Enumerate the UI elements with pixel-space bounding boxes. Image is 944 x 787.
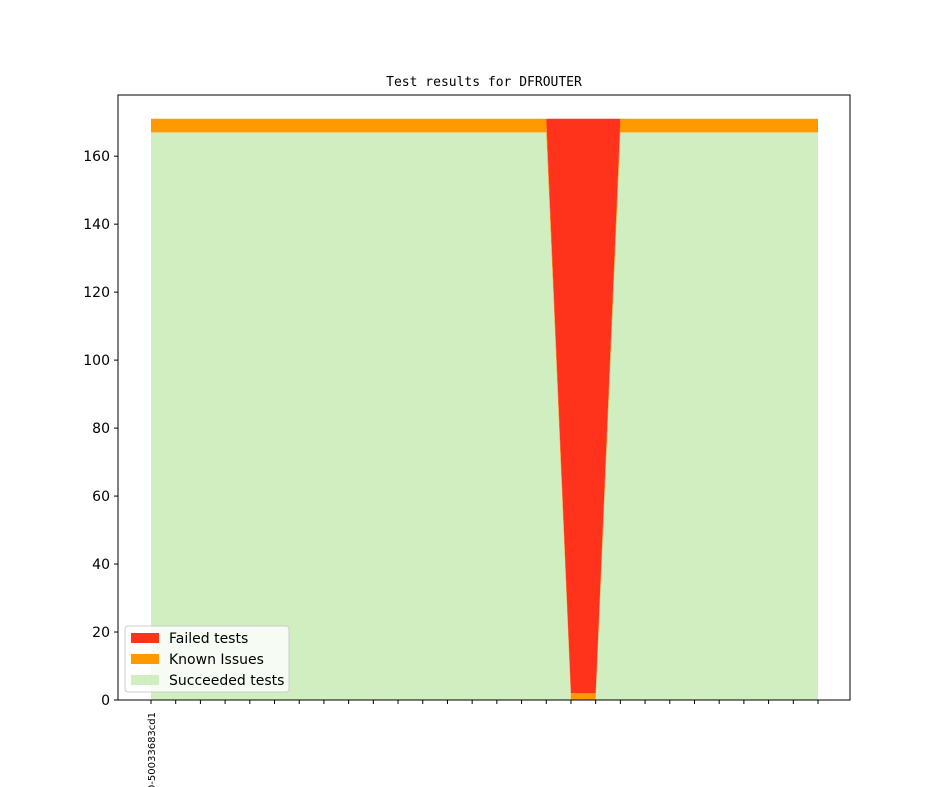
legend: Failed tests Known Issues Succeeded tests	[124, 625, 290, 693]
legend-box	[124, 625, 290, 693]
x-tick-label: 0-50033683cd1	[147, 712, 158, 787]
chart-title: Test results for DFROUTER	[386, 75, 582, 90]
y-tick-label: 100	[83, 353, 110, 369]
legend-label-known-issues: Known Issues	[169, 652, 264, 668]
y-tick-label: 80	[92, 421, 110, 437]
area-series-group	[151, 118, 818, 701]
y-tick-label: 120	[83, 285, 110, 301]
y-tick-label: 160	[83, 149, 110, 165]
plot-frame	[117, 94, 851, 701]
y-tick-label: 20	[92, 625, 110, 641]
x-axis: 0-50033683cd1	[147, 700, 819, 787]
legend-swatch-known-issues	[131, 654, 159, 664]
y-tick-label: 0	[101, 693, 110, 709]
legend-swatch-succeeded-tests	[131, 675, 159, 685]
legend-swatch-failed-tests	[131, 633, 159, 643]
y-tick-label: 60	[92, 489, 110, 505]
y-tick-label: 140	[83, 217, 110, 233]
y-axis: 0 20 40 60 80 100 120 140 160	[83, 149, 118, 709]
legend-label-failed-tests: Failed tests	[169, 631, 248, 647]
y-tick-label: 40	[92, 557, 110, 573]
legend-label-succeeded-tests: Succeeded tests	[169, 673, 284, 689]
area-succeeded-tests	[151, 132, 818, 700]
